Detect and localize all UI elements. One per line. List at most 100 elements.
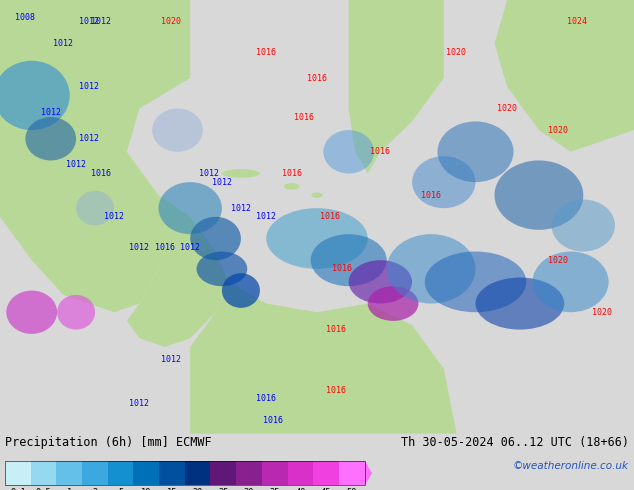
- Ellipse shape: [412, 156, 476, 208]
- Text: 1012: 1012: [129, 399, 150, 408]
- Text: 1020: 1020: [161, 17, 181, 26]
- Text: 1016: 1016: [370, 147, 391, 156]
- Ellipse shape: [152, 108, 203, 152]
- Text: 15: 15: [167, 488, 178, 490]
- Bar: [133, 461, 159, 486]
- Text: 1: 1: [67, 488, 72, 490]
- Text: 1012: 1012: [256, 212, 276, 221]
- Text: 1020: 1020: [548, 256, 568, 265]
- Text: 1020: 1020: [497, 104, 517, 113]
- Ellipse shape: [266, 208, 368, 269]
- Bar: [236, 461, 262, 486]
- Ellipse shape: [349, 260, 412, 304]
- Ellipse shape: [387, 234, 476, 304]
- Text: 1016: 1016: [256, 394, 276, 403]
- Text: 1012: 1012: [79, 82, 99, 91]
- Ellipse shape: [6, 291, 57, 334]
- Ellipse shape: [323, 130, 374, 173]
- Polygon shape: [0, 0, 190, 312]
- Text: Precipitation (6h) [mm] ECMWF: Precipitation (6h) [mm] ECMWF: [5, 437, 212, 449]
- Text: 2: 2: [93, 488, 98, 490]
- Bar: [82, 461, 108, 486]
- Text: 1012: 1012: [212, 178, 232, 187]
- Text: 0.5: 0.5: [36, 488, 51, 490]
- Text: 10: 10: [141, 488, 152, 490]
- Text: 1016: 1016: [326, 386, 346, 395]
- Text: 50: 50: [346, 488, 357, 490]
- Text: 1008: 1008: [15, 13, 36, 22]
- Text: 1012: 1012: [231, 204, 251, 213]
- Polygon shape: [495, 0, 634, 152]
- Ellipse shape: [158, 182, 222, 234]
- Polygon shape: [349, 0, 444, 173]
- Ellipse shape: [476, 277, 564, 330]
- Text: 1012: 1012: [104, 212, 124, 221]
- Text: 30: 30: [243, 488, 254, 490]
- Bar: [159, 461, 184, 486]
- Bar: [210, 461, 236, 486]
- Polygon shape: [127, 195, 228, 347]
- Text: 40: 40: [295, 488, 306, 490]
- Ellipse shape: [197, 251, 247, 286]
- Text: 1016: 1016: [281, 169, 302, 178]
- Polygon shape: [190, 282, 456, 434]
- Text: 0.1: 0.1: [10, 488, 26, 490]
- Text: 1012: 1012: [180, 243, 200, 252]
- Text: 1020: 1020: [446, 48, 467, 56]
- Bar: [339, 461, 365, 486]
- Bar: [262, 461, 287, 486]
- Bar: [5, 461, 365, 486]
- Ellipse shape: [57, 295, 95, 330]
- Text: 1012: 1012: [79, 134, 99, 143]
- Bar: [185, 461, 210, 486]
- Bar: [287, 461, 313, 486]
- Text: 1012: 1012: [199, 169, 219, 178]
- Text: Th 30-05-2024 06..12 UTC (18+66): Th 30-05-2024 06..12 UTC (18+66): [401, 437, 629, 449]
- Ellipse shape: [533, 251, 609, 312]
- Text: 1016: 1016: [155, 243, 175, 252]
- Text: 20: 20: [192, 488, 203, 490]
- Text: 1020: 1020: [548, 125, 568, 135]
- Text: 1012: 1012: [91, 17, 112, 26]
- Ellipse shape: [437, 122, 514, 182]
- Ellipse shape: [311, 234, 387, 286]
- Bar: [30, 461, 56, 486]
- Bar: [5, 461, 30, 486]
- Ellipse shape: [222, 169, 260, 178]
- Text: 1016: 1016: [320, 212, 340, 221]
- Text: 1016: 1016: [91, 169, 112, 178]
- Bar: [108, 461, 133, 486]
- Polygon shape: [365, 461, 372, 486]
- Text: 1012: 1012: [66, 160, 86, 169]
- Text: 1012: 1012: [129, 243, 150, 252]
- Text: 25: 25: [218, 488, 229, 490]
- Text: 1012: 1012: [41, 108, 61, 117]
- Text: 45: 45: [321, 488, 332, 490]
- Ellipse shape: [190, 217, 241, 260]
- Ellipse shape: [368, 286, 418, 321]
- Ellipse shape: [222, 273, 260, 308]
- Ellipse shape: [425, 251, 526, 312]
- Text: 1016: 1016: [307, 74, 327, 82]
- Ellipse shape: [25, 117, 76, 160]
- Text: 1012: 1012: [79, 17, 99, 26]
- Ellipse shape: [495, 160, 583, 230]
- Ellipse shape: [552, 199, 615, 251]
- Text: 1016: 1016: [326, 325, 346, 334]
- Bar: [56, 461, 82, 486]
- Text: 1016: 1016: [294, 113, 314, 122]
- Bar: [313, 461, 339, 486]
- Ellipse shape: [283, 183, 299, 190]
- Text: 1020: 1020: [592, 308, 612, 317]
- Ellipse shape: [76, 191, 114, 225]
- Text: 1016: 1016: [421, 191, 441, 199]
- Text: 1012: 1012: [53, 39, 74, 48]
- Text: 1016: 1016: [262, 416, 283, 425]
- Ellipse shape: [0, 61, 70, 130]
- Ellipse shape: [311, 193, 323, 198]
- Text: 5: 5: [118, 488, 123, 490]
- Text: ©weatheronline.co.uk: ©weatheronline.co.uk: [513, 461, 629, 471]
- Text: 35: 35: [269, 488, 280, 490]
- Text: 1024: 1024: [567, 17, 587, 26]
- Text: 1016: 1016: [256, 48, 276, 56]
